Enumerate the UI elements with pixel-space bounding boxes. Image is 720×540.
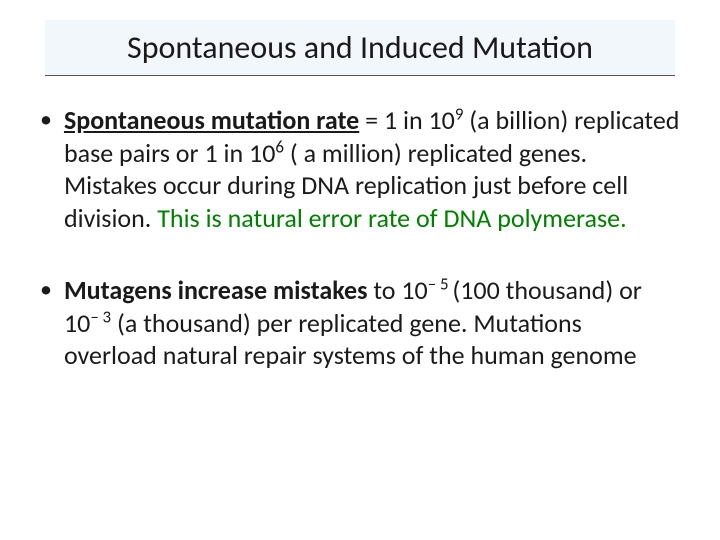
superscript: 6 bbox=[275, 136, 284, 157]
text-part: = 1 in 10 bbox=[359, 104, 455, 136]
title-container: Spontaneous and Induced Mutation bbox=[45, 20, 675, 76]
bullet-item-2: • Mutagens increase mistakes to 10– 5 (1… bbox=[40, 274, 680, 372]
spontaneous-rate-term: Spontaneous mutation rate bbox=[64, 104, 359, 136]
superscript: – 5 bbox=[428, 273, 453, 294]
mutagens-term: Mutagens increase mistakes bbox=[64, 274, 367, 306]
bullet-item-1: • Spontaneous mutation rate = 1 in 109 (… bbox=[40, 104, 680, 234]
content-area: • Spontaneous mutation rate = 1 in 109 (… bbox=[30, 104, 690, 372]
bullet-marker: • bbox=[40, 104, 52, 234]
text-part: (a thousand) per replicated gene. Mutati… bbox=[64, 307, 637, 372]
page-title: Spontaneous and Induced Mutation bbox=[70, 28, 650, 67]
superscript: – 3 bbox=[90, 306, 111, 327]
green-highlight: This is natural error rate of DNA polyme… bbox=[157, 202, 626, 234]
bullet-text-2: Mutagens increase mistakes to 10– 5 (100… bbox=[64, 274, 680, 372]
bullet-text-1: Spontaneous mutation rate = 1 in 109 (a … bbox=[64, 104, 680, 234]
text-part: to 10 bbox=[367, 274, 427, 306]
bullet-marker: • bbox=[40, 274, 52, 372]
